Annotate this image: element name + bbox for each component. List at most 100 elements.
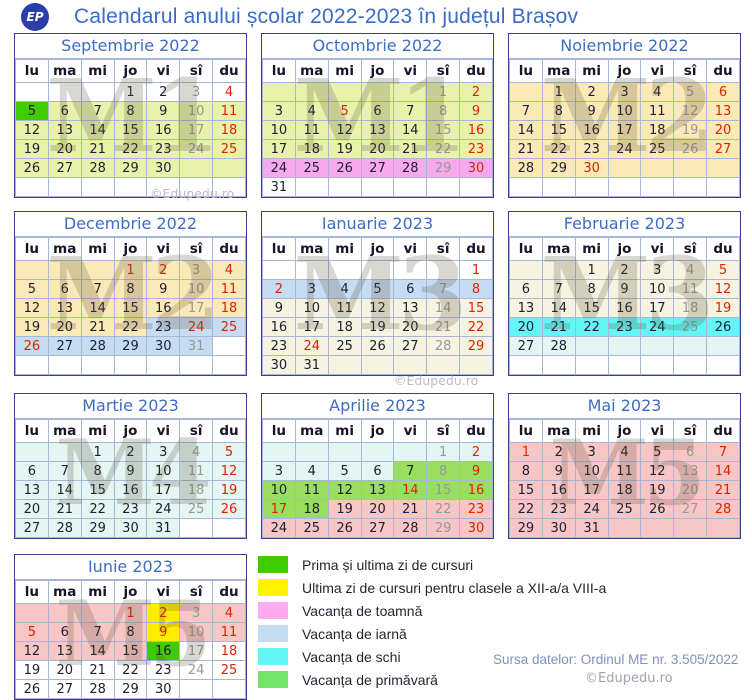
month-title: Aprilie 2023 bbox=[262, 394, 493, 419]
weekday-header: du bbox=[706, 237, 740, 261]
day-cell: 24 bbox=[640, 317, 675, 337]
week-row: 24 25 26 27 28 29 30 bbox=[262, 518, 493, 538]
month-ianuarie-2023: Ianuarie 2023 lu ma mi jo vi sî du 1 2 3 4 5 6 7 8 9 10 11… bbox=[261, 211, 494, 376]
day-cell: 6 bbox=[15, 461, 49, 481]
week-row: 15 16 17 18 19 20 21 bbox=[509, 480, 740, 500]
day-cell: 5 bbox=[673, 82, 708, 102]
day-cell: 7 bbox=[541, 279, 576, 299]
empty-cell bbox=[212, 679, 246, 699]
day-cell: 19 bbox=[15, 317, 49, 337]
month-octombrie-2022: Octombrie 2022 lu ma mi jo vi sî du 1 2 3 4 5 6 7 8 9 10 1… bbox=[261, 33, 494, 198]
month-table: lu ma mi jo vi sî du 1 2 3 4 5 6 7 8 9 10 11 12 13 14 15 16 17 1… bbox=[262, 419, 493, 538]
day-cell: 31 bbox=[574, 518, 609, 538]
day-cell: 4 bbox=[640, 82, 675, 102]
weekday-header: du bbox=[212, 419, 246, 443]
day-cell: 25 bbox=[607, 499, 642, 519]
day-cell: 18 bbox=[294, 499, 329, 519]
weekday-header: du bbox=[459, 419, 493, 443]
day-cell: 24 bbox=[146, 499, 181, 519]
day-cell: 11 bbox=[327, 298, 362, 318]
legend-item: Vacanța de primăvară bbox=[258, 671, 606, 688]
week-row: 6 7 8 9 10 11 12 bbox=[15, 461, 246, 481]
weekday-header: mi bbox=[327, 419, 362, 443]
day-cell: 12 bbox=[706, 279, 740, 299]
month-title: Decembrie 2022 bbox=[15, 212, 246, 237]
day-cell: 29 bbox=[426, 158, 461, 178]
weekday-header: vi bbox=[146, 419, 181, 443]
day-cell: 10 bbox=[294, 298, 329, 318]
month-aprilie-2023: Aprilie 2023 lu ma mi jo vi sî du 1 2 3 4 5 6 7 8 9 10 11 1… bbox=[261, 393, 494, 539]
month-iunie-2023: Iunie 2023 lu ma mi jo vi sî du 1 2 3 4 5 6 7 8 9 10 11 12 1… bbox=[14, 554, 247, 700]
empty-cell bbox=[360, 82, 395, 102]
empty-cell bbox=[113, 177, 148, 197]
weekday-header: jo bbox=[113, 580, 148, 604]
empty-cell bbox=[706, 355, 740, 375]
empty-cell bbox=[146, 355, 181, 375]
week-row bbox=[509, 355, 740, 375]
weekday-header: mi bbox=[574, 59, 609, 83]
day-cell: 19 bbox=[15, 660, 49, 680]
day-cell: 1 bbox=[113, 260, 148, 280]
weekday-header: du bbox=[706, 59, 740, 83]
weekday-header: jo bbox=[360, 419, 395, 443]
weekday-header: ma bbox=[541, 419, 576, 443]
day-cell: 12 bbox=[673, 101, 708, 121]
empty-cell bbox=[15, 260, 49, 280]
day-cell: 17 bbox=[574, 480, 609, 500]
day-cell: 19 bbox=[360, 317, 395, 337]
month-title: Ianuarie 2023 bbox=[262, 212, 493, 237]
day-cell: 6 bbox=[706, 82, 740, 102]
empty-cell bbox=[607, 518, 642, 538]
week-row: 10 11 12 13 14 15 16 bbox=[262, 120, 493, 140]
empty-cell bbox=[706, 518, 740, 538]
day-cell: 20 bbox=[393, 317, 428, 337]
day-cell: 27 bbox=[706, 139, 740, 159]
month-table: lu ma mi jo vi sî du 1 2 3 4 5 6 7 8 9 10 11 12 13 14 15 16 17 1… bbox=[509, 419, 740, 538]
day-cell: 5 bbox=[15, 101, 49, 121]
day-cell: 29 bbox=[509, 518, 543, 538]
empty-cell bbox=[294, 260, 329, 280]
week-row: 1 bbox=[262, 260, 493, 280]
day-cell: 4 bbox=[212, 82, 246, 102]
day-cell: 12 bbox=[15, 298, 49, 318]
empty-cell bbox=[426, 355, 461, 375]
day-cell: 10 bbox=[262, 120, 296, 140]
weekday-header-row: lu ma mi jo vi sî du bbox=[15, 580, 246, 604]
day-cell: 2 bbox=[146, 82, 181, 102]
weekday-header: mi bbox=[327, 59, 362, 83]
day-cell: 1 bbox=[426, 442, 461, 462]
day-cell: 17 bbox=[607, 120, 642, 140]
day-cell: 2 bbox=[113, 442, 148, 462]
weekday-header: vi bbox=[393, 419, 428, 443]
day-cell: 25 bbox=[212, 139, 246, 159]
day-cell: 23 bbox=[574, 139, 609, 159]
day-cell: 1 bbox=[459, 260, 493, 280]
weekday-header: du bbox=[212, 237, 246, 261]
month-table: lu ma mi jo vi sî du 1 2 3 4 5 6 7 8 9 10 11 12 13 14 15 16 17 1… bbox=[509, 59, 740, 197]
day-cell: 25 bbox=[327, 336, 362, 356]
day-cell: 24 bbox=[179, 660, 214, 680]
day-cell: 12 bbox=[640, 461, 675, 481]
day-cell: 22 bbox=[80, 499, 115, 519]
footer-copyright: ©Edupedu.ro bbox=[585, 671, 673, 686]
day-cell: 10 bbox=[640, 279, 675, 299]
day-cell: 7 bbox=[509, 101, 543, 121]
day-cell: 21 bbox=[393, 499, 428, 519]
day-cell: 30 bbox=[459, 518, 493, 538]
month-table: lu ma mi jo vi sî du 1 2 3 4 5 6 7 8 9 10 11 12 13 14 15 16 17 1… bbox=[15, 580, 246, 699]
day-cell: 11 bbox=[294, 480, 329, 500]
day-cell: 14 bbox=[47, 480, 82, 500]
day-cell: 15 bbox=[113, 298, 148, 318]
day-cell: 30 bbox=[146, 336, 181, 356]
day-cell: 19 bbox=[640, 480, 675, 500]
empty-cell bbox=[607, 355, 642, 375]
day-cell: 14 bbox=[706, 461, 740, 481]
weekday-header: jo bbox=[113, 237, 148, 261]
day-cell: 25 bbox=[212, 317, 246, 337]
day-cell: 20 bbox=[47, 317, 82, 337]
day-cell: 1 bbox=[426, 82, 461, 102]
day-cell: 29 bbox=[541, 158, 576, 178]
